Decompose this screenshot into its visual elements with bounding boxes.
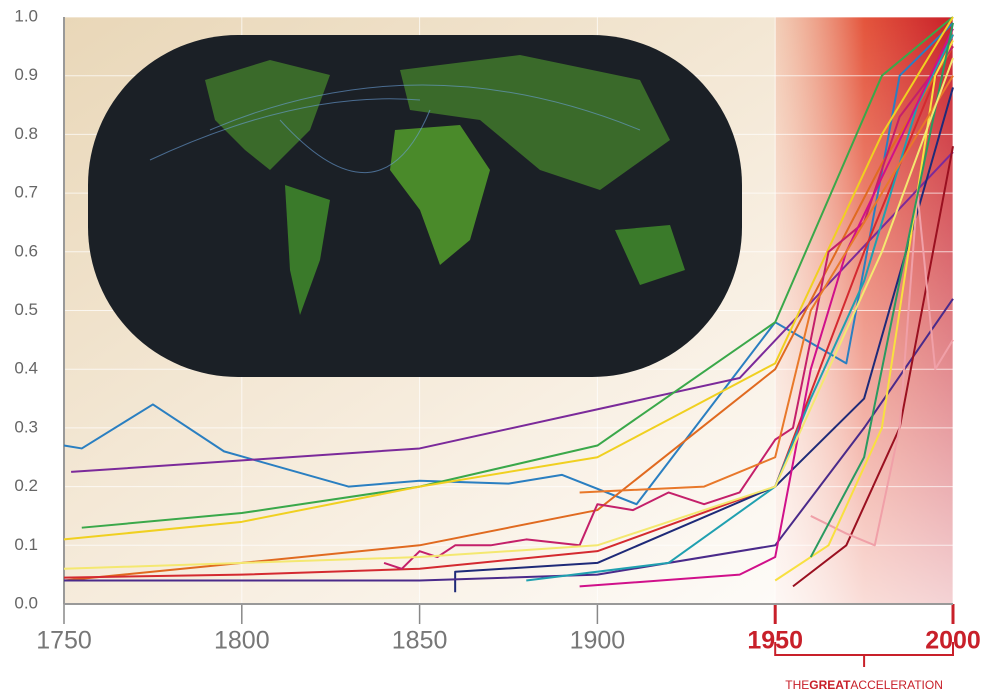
y-tick-label: 0.2: [14, 476, 38, 495]
x-tick-label: 1850: [392, 627, 448, 655]
data-line: [63, 57, 954, 570]
data-line: [63, 34, 954, 579]
data-line: [579, 75, 954, 494]
x-tick-label: 1750: [36, 627, 92, 655]
data-line: [63, 16, 954, 541]
y-tick-label: 0.3: [14, 417, 38, 436]
y-tick-label: 1.0: [14, 6, 38, 25]
map-land: [400, 55, 670, 190]
y-tick-label: 0.9: [14, 65, 38, 84]
map-routes: [149, 84, 641, 173]
map-land: [390, 125, 490, 265]
data-line: [810, 192, 954, 547]
data-line: [579, 28, 954, 588]
bracket: [774, 642, 954, 667]
plot: 0.0 0.1 0.2 0.3 0.4 0.5 0.6 0.7 0.8 0.9 1.0 1750 180…: [14, 6, 980, 692]
annotation: THEGREATACCELERATION: [785, 678, 943, 692]
y-tick-label: 0.1: [14, 535, 38, 554]
x-tick-label: 1900: [570, 627, 626, 655]
annotation-part: ACCELERATION: [850, 678, 942, 692]
y-tick-label: 0.4: [14, 359, 38, 378]
map-land: [615, 225, 685, 285]
data-line: [81, 16, 954, 529]
data-line: [71, 151, 954, 473]
data-line: [809, 22, 954, 558]
data-line: [63, 22, 954, 506]
y-tick-label: 0.7: [14, 183, 38, 202]
map-inset: [88, 35, 742, 377]
annotation-part: GREAT: [809, 678, 851, 692]
map-land: [205, 60, 330, 170]
y-tick-label: 0.8: [14, 124, 38, 143]
data-line: [454, 87, 954, 593]
data-line: [64, 298, 954, 582]
y-tick-label: 0.6: [14, 241, 38, 260]
annotation-part: THE: [785, 678, 809, 692]
map-land: [285, 185, 330, 315]
data-line: [383, 45, 954, 570]
y-tick-label: 0.0: [14, 593, 38, 612]
x-tick-label: 1800: [214, 627, 270, 655]
y-tick-label: 0.5: [14, 300, 38, 319]
